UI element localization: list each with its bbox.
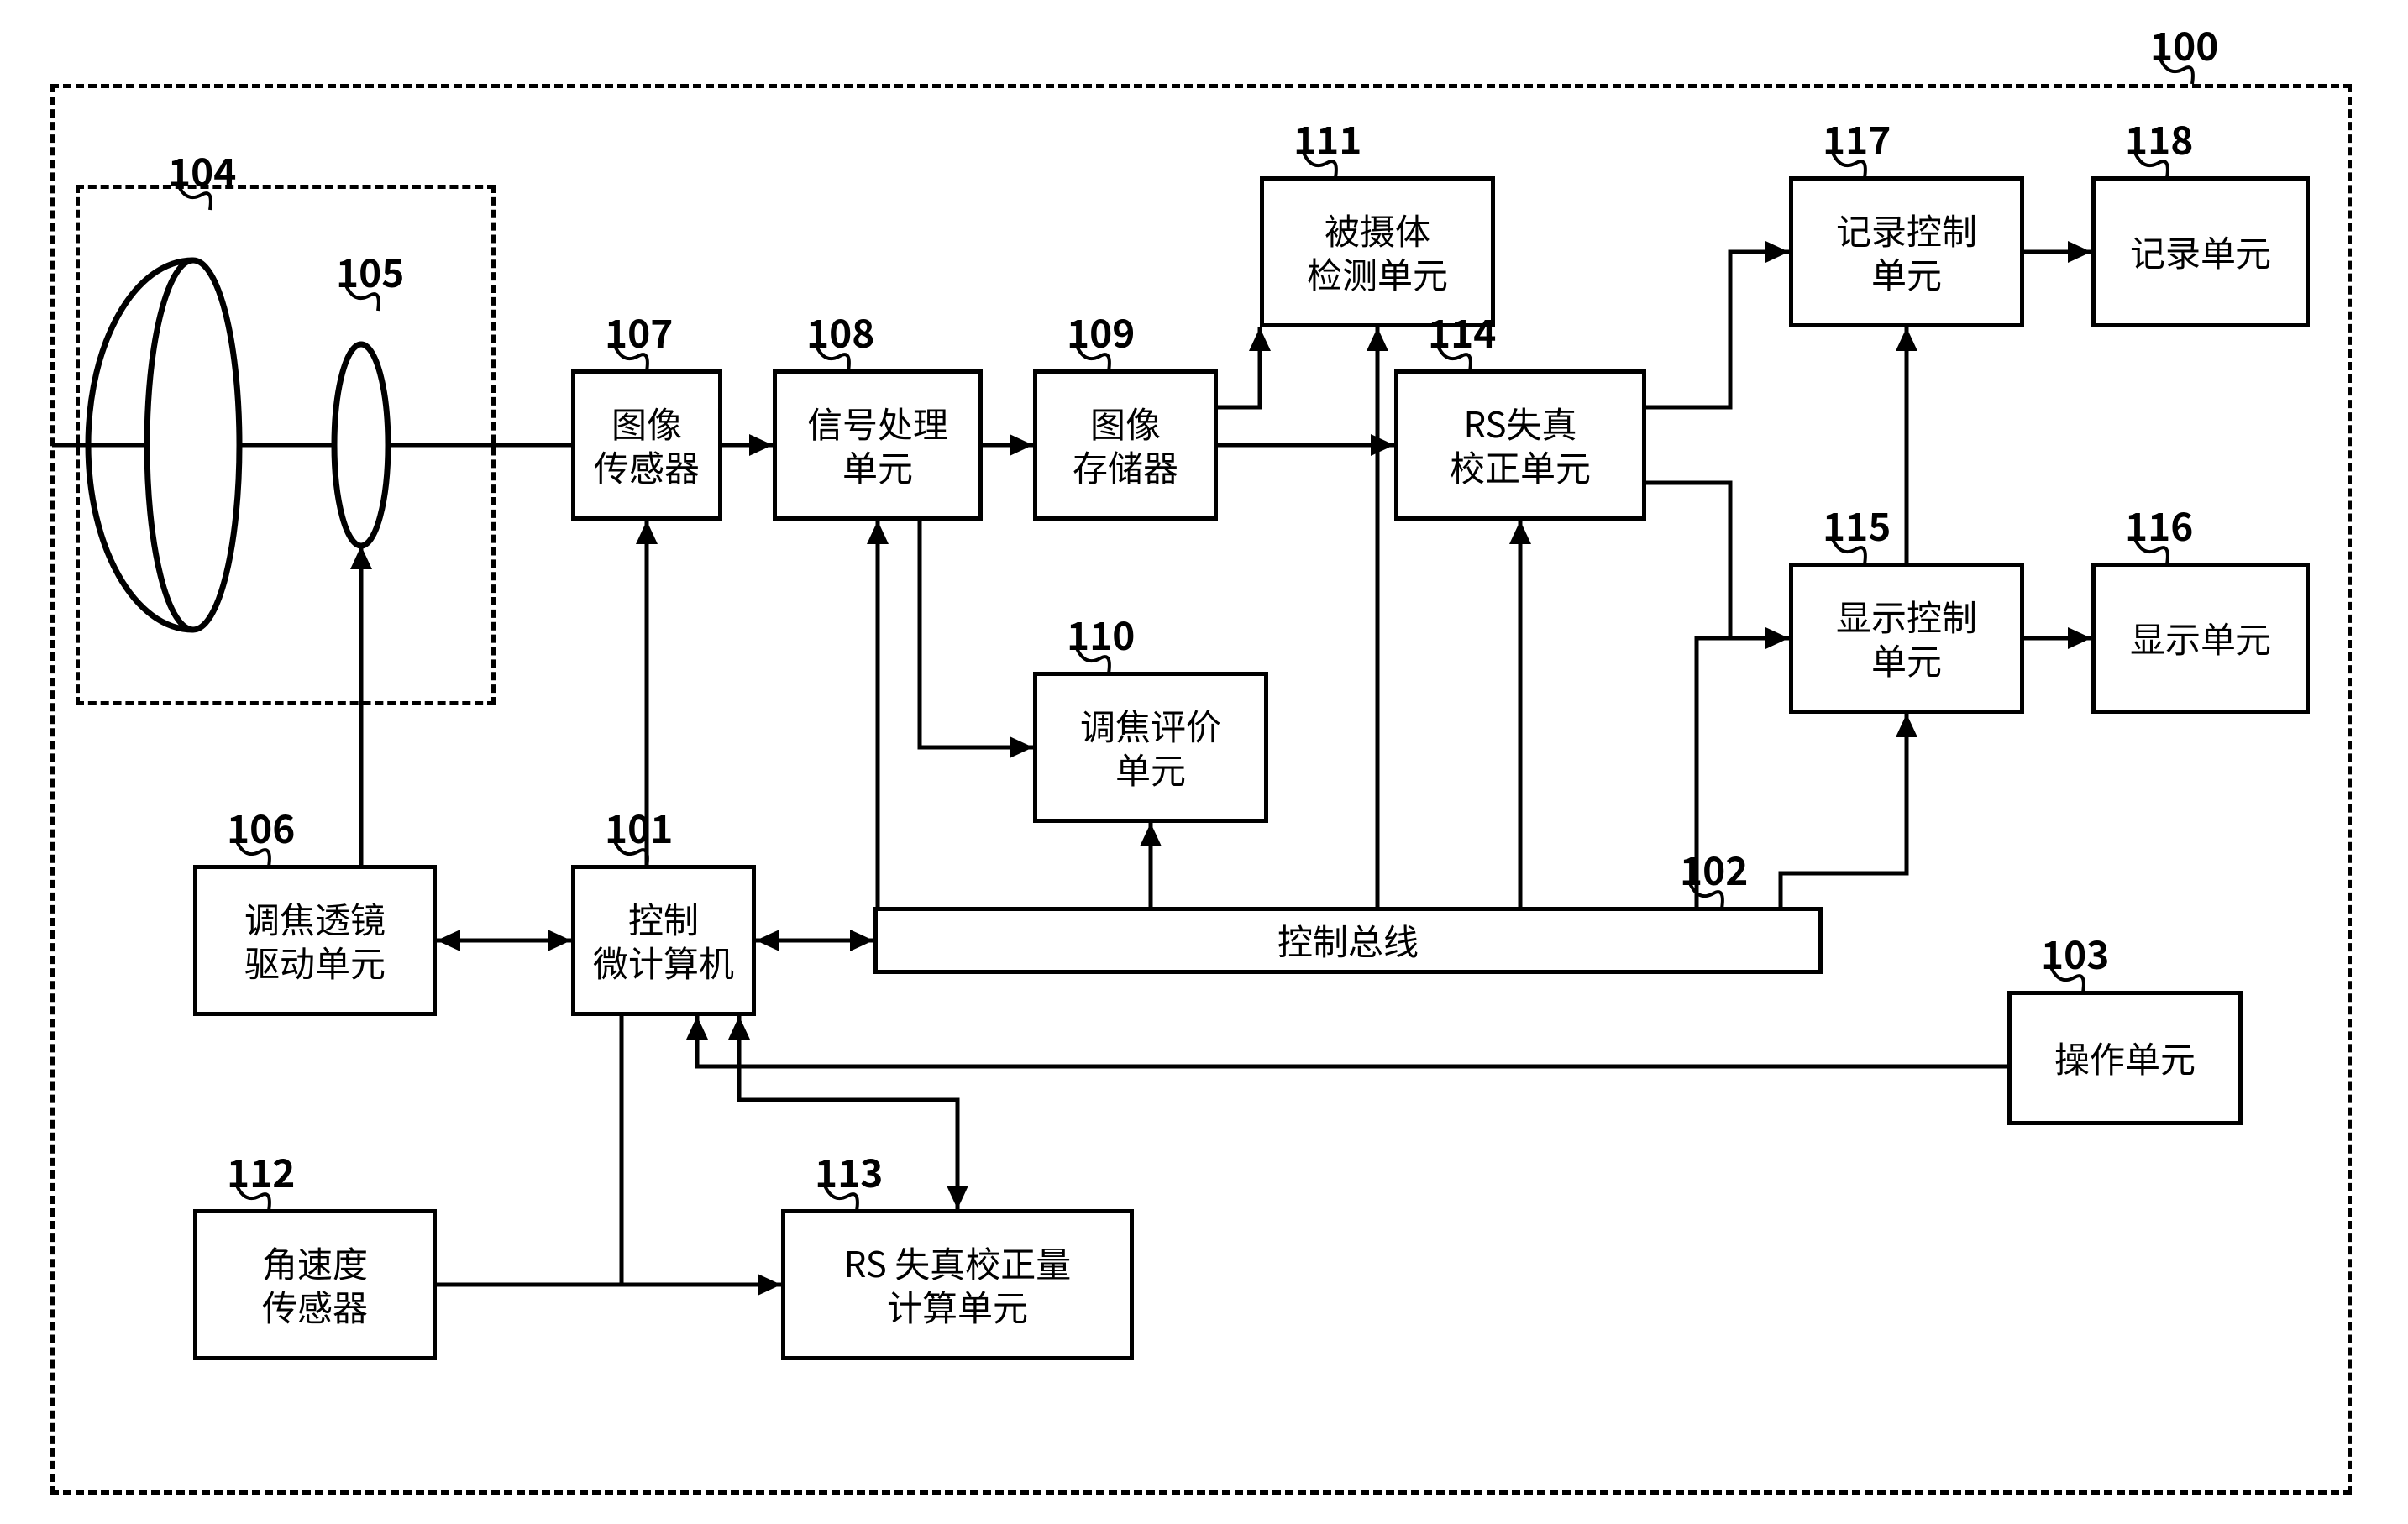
ref-104: 104 — [168, 143, 236, 198]
ref-114: 114 — [1428, 304, 1496, 359]
lens-group-104 — [76, 185, 496, 705]
block-b115-label: 显示控制 单元 — [1836, 594, 1977, 683]
block-b108: 信号处理 单元 — [773, 369, 983, 521]
ref-112: 112 — [227, 1144, 295, 1199]
block-b106: 调焦透镜 驱动单元 — [193, 865, 437, 1016]
block-b114-label: RS失真 校正单元 — [1450, 401, 1591, 490]
block-b116-label: 显示单元 — [2130, 616, 2271, 661]
block-b103-label: 操作单元 — [2054, 1036, 2196, 1081]
ref-106: 106 — [227, 799, 295, 855]
ref-113: 113 — [815, 1144, 883, 1199]
block-b106-label: 调焦透镜 驱动单元 — [244, 897, 386, 985]
block-b110-label: 调焦评价 单元 — [1080, 704, 1221, 792]
block-b102: 控制总线 — [873, 907, 1823, 974]
block-b117-label: 记录控制 单元 — [1836, 208, 1977, 296]
block-b118: 记录单元 — [2091, 176, 2310, 327]
block-b103: 操作单元 — [2007, 991, 2243, 1125]
ref-115: 115 — [1823, 497, 1891, 553]
ref-100: 100 — [2150, 17, 2218, 72]
block-b111-label: 被摄体 检测单元 — [1307, 208, 1448, 296]
block-b112-label: 角速度 传感器 — [262, 1241, 368, 1329]
ref-105: 105 — [336, 244, 404, 299]
block-b114: RS失真 校正单元 — [1394, 369, 1646, 521]
block-b115: 显示控制 单元 — [1789, 563, 2024, 714]
ref-111: 111 — [1293, 111, 1361, 166]
ref-103: 103 — [2041, 925, 2109, 981]
block-b109-label: 图像 存储器 — [1073, 401, 1178, 490]
block-b110: 调焦评价 单元 — [1033, 672, 1268, 823]
block-b118-label: 记录单元 — [2130, 230, 2271, 275]
ref-102: 102 — [1680, 841, 1748, 897]
block-b113-label: RS 失真校正量 计算单元 — [844, 1241, 1071, 1329]
block-b102-label: 控制总线 — [1277, 919, 1419, 963]
block-b101-label: 控制 微计算机 — [593, 897, 734, 985]
ref-118: 118 — [2125, 111, 2193, 166]
diagram-stage: 100 104 105 图像 传感器 107 信号处理 单元 108 图像 存储器 109 被摄体… — [0, 0, 2408, 1524]
block-b107-label: 图像 传感器 — [594, 401, 700, 490]
ref-101: 101 — [605, 799, 673, 855]
ref-107: 107 — [605, 304, 673, 359]
block-b117: 记录控制 单元 — [1789, 176, 2024, 327]
block-b107: 图像 传感器 — [571, 369, 722, 521]
block-b108-label: 信号处理 单元 — [807, 401, 948, 490]
ref-108: 108 — [806, 304, 874, 359]
block-b101: 控制 微计算机 — [571, 865, 756, 1016]
ref-110: 110 — [1067, 606, 1135, 662]
block-b113: RS 失真校正量 计算单元 — [781, 1209, 1134, 1360]
ref-117: 117 — [1823, 111, 1891, 166]
block-b109: 图像 存储器 — [1033, 369, 1218, 521]
block-b116: 显示单元 — [2091, 563, 2310, 714]
ref-109: 109 — [1067, 304, 1135, 359]
ref-116: 116 — [2125, 497, 2193, 553]
block-b112: 角速度 传感器 — [193, 1209, 437, 1360]
